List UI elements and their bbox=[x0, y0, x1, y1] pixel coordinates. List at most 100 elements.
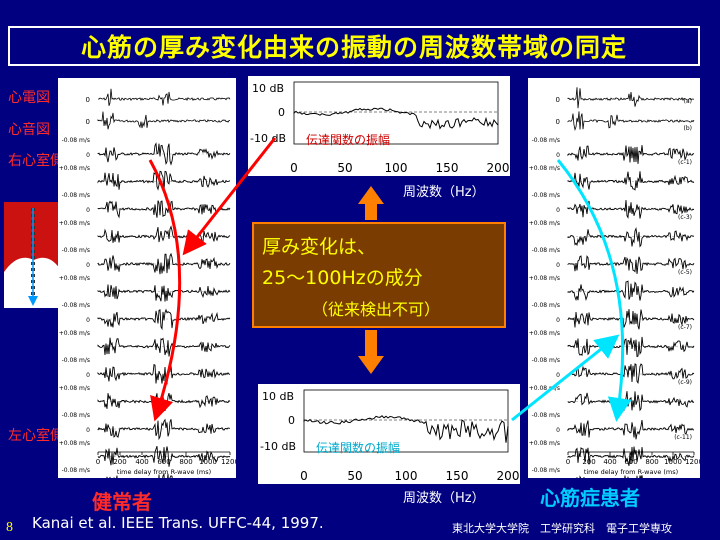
velocity-tick-zero: 0 bbox=[86, 427, 90, 434]
tf-x-tick: 50 bbox=[347, 469, 362, 483]
tf-amplitude-label: 伝達関数の振幅 bbox=[316, 440, 400, 455]
velocity-tick-minus: -0.08 m/s bbox=[532, 357, 560, 364]
velocity-tick-minus: -0.08 m/s bbox=[62, 137, 90, 144]
velocity-tick-zero: 0 bbox=[86, 262, 90, 269]
velocity-trace bbox=[567, 391, 695, 412]
healthy-traces-plot: 0 0 -0.08 m/s 0 +0.08 m/s -0.08 m/s 0 +0.08 m/s… bbox=[59, 88, 239, 502]
velocity-trace bbox=[97, 252, 231, 275]
x-tick-label: 1200 bbox=[221, 458, 236, 466]
velocity-tick-zero: 0 bbox=[86, 372, 90, 379]
x-tick-label: 200 bbox=[113, 458, 126, 466]
page-number: 8 bbox=[6, 520, 13, 535]
tf-bottom-plot: 10 dB 0 -10 dB 0 50 100 150 200 伝達関数の振幅 bbox=[260, 389, 519, 483]
pcg-zero-tick: 0 bbox=[556, 118, 560, 126]
velocity-tick-plus: +0.08 m/s bbox=[529, 165, 560, 172]
patient-traces-panel: 0 0 -0.08 m/s 0 +0.08 m/s (c-1) -0.08 m/s 0 +0.0… bbox=[528, 78, 703, 502]
x-tick-label: 1200 bbox=[685, 458, 700, 466]
citation: Kanai et al. IEEE Trans. UFFC-44, 1997. bbox=[32, 514, 324, 532]
velocity-tick-plus: +0.08 m/s bbox=[59, 165, 90, 172]
tf-top-plot: 10 dB 0 -10 dB 0 50 100 150 200 伝達関数の振幅 bbox=[250, 81, 509, 175]
velocity-tick-minus: -0.08 m/s bbox=[532, 467, 560, 474]
velocity-tick-minus: -0.08 m/s bbox=[62, 192, 90, 199]
tf-x-tick: 100 bbox=[385, 161, 408, 175]
velocity-tick-plus: +0.08 m/s bbox=[59, 275, 90, 282]
slide-title: 心筋の厚み変化由来の振動の周波数帯域の同定 bbox=[80, 33, 627, 62]
healthy-label: 健常者 bbox=[92, 490, 152, 514]
velocity-tick-zero: 0 bbox=[556, 372, 560, 379]
x-axis-label: time delay from R-wave (ms) bbox=[117, 468, 211, 476]
rv-label: 右心室側 bbox=[8, 153, 64, 169]
tf-x-tick: 50 bbox=[337, 161, 352, 175]
tf-y-tick: 0 bbox=[278, 106, 285, 119]
x-tick-label: 400 bbox=[135, 458, 148, 466]
title-frame bbox=[8, 26, 700, 66]
velocity-trace bbox=[567, 309, 695, 330]
velocity-trace bbox=[97, 308, 231, 331]
velocity-trace bbox=[97, 225, 231, 243]
velocity-tick-zero: 0 bbox=[556, 427, 560, 434]
velocity-tick-plus: +0.08 m/s bbox=[529, 440, 560, 447]
velocity-tick-plus: +0.08 m/s bbox=[529, 220, 560, 227]
velocity-trace bbox=[567, 145, 695, 164]
velocity-trace bbox=[567, 280, 695, 302]
velocity-tick-zero: 0 bbox=[556, 152, 560, 159]
ecg-trace bbox=[97, 88, 231, 106]
velocity-trace bbox=[97, 392, 231, 412]
x-tick-label: 400 bbox=[603, 458, 616, 466]
trace-label-b: (b) bbox=[684, 125, 693, 132]
callout-line1: 厚み変化は、 bbox=[262, 236, 377, 258]
x-tick-label: 600 bbox=[157, 458, 170, 466]
velocity-trace bbox=[567, 363, 695, 385]
x-tick-label: 1000 bbox=[199, 458, 217, 466]
velocity-tick-plus: +0.08 m/s bbox=[529, 275, 560, 282]
velocity-trace bbox=[567, 226, 695, 248]
velocity-trace bbox=[97, 142, 231, 166]
velocity-tick-minus: -0.08 m/s bbox=[62, 357, 90, 364]
trace-label: (c-11) bbox=[674, 434, 692, 441]
pcg-trace bbox=[567, 111, 695, 132]
tf-x-tick: 150 bbox=[436, 161, 459, 175]
x-tick-label: 1000 bbox=[664, 458, 682, 466]
tf-y-tick: -10 dB bbox=[260, 440, 296, 453]
ecg-zero-tick: 0 bbox=[86, 96, 90, 104]
velocity-trace bbox=[567, 171, 695, 191]
velocity-trace bbox=[567, 255, 695, 274]
heart-wall-icon bbox=[4, 202, 62, 308]
velocity-trace bbox=[567, 336, 695, 358]
velocity-trace bbox=[567, 200, 695, 220]
velocity-tick-plus: +0.08 m/s bbox=[59, 440, 90, 447]
tf-curve bbox=[303, 415, 509, 443]
velocity-tick-zero: 0 bbox=[556, 207, 560, 214]
tf-bottom-xlabel: 周波数（Hz） bbox=[403, 491, 485, 506]
velocity-tick-minus: -0.08 m/s bbox=[532, 137, 560, 144]
pcg-label: 心音図 bbox=[8, 122, 50, 138]
ecg-trace bbox=[567, 87, 695, 109]
velocity-tick-zero: 0 bbox=[86, 207, 90, 214]
x-tick-label: 0 bbox=[566, 458, 570, 466]
trace-label: (c-3) bbox=[678, 214, 692, 221]
x-tick-label: 600 bbox=[624, 458, 637, 466]
velocity-trace bbox=[97, 337, 231, 357]
tf-amplitude-label: 伝達関数の振幅 bbox=[306, 132, 390, 147]
tf-curve bbox=[293, 107, 499, 130]
tf-bottom-panel: 10 dB 0 -10 dB 0 50 100 150 200 伝達関数の振幅 bbox=[258, 384, 520, 484]
tf-y-tick: 10 dB bbox=[252, 82, 284, 95]
callout-line2: 25～100Hzの成分 bbox=[262, 267, 423, 289]
tf-y-tick: 0 bbox=[288, 414, 295, 427]
velocity-tick-plus: +0.08 m/s bbox=[59, 220, 90, 227]
tf-y-tick: 10 dB bbox=[262, 390, 294, 403]
velocity-tick-zero: 0 bbox=[556, 262, 560, 269]
healthy-traces-panel: 0 0 -0.08 m/s 0 +0.08 m/s -0.08 m/s 0 +0.08 m/s… bbox=[58, 78, 239, 502]
x-tick-label: 200 bbox=[582, 458, 595, 466]
pcg-trace bbox=[97, 111, 231, 130]
trace-label-a: (a) bbox=[684, 98, 692, 105]
velocity-tick-plus: +0.08 m/s bbox=[59, 330, 90, 337]
tf-y-tick: -10 dB bbox=[250, 132, 286, 145]
velocity-tick-minus: -0.08 m/s bbox=[62, 412, 90, 419]
x-axis-label: time delay from R-wave (ms) bbox=[584, 468, 678, 476]
tf-x-tick: 0 bbox=[290, 161, 298, 175]
velocity-tick-minus: -0.08 m/s bbox=[62, 467, 90, 474]
ecg-zero-tick: 0 bbox=[556, 96, 560, 104]
velocity-trace bbox=[97, 284, 231, 302]
trace-label: (c-5) bbox=[678, 269, 692, 276]
